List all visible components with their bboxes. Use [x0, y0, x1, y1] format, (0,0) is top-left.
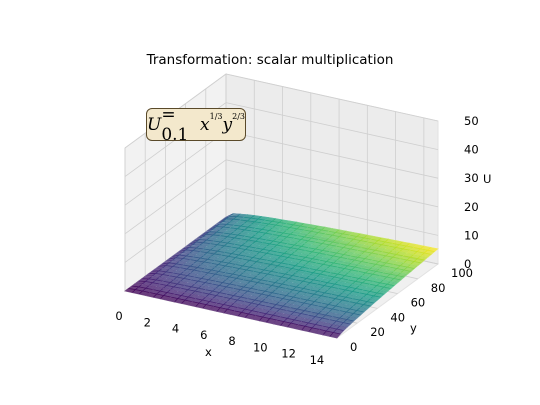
- z-tick-label: 20: [464, 200, 479, 214]
- surface-mesh-line: [215, 221, 428, 258]
- surface-mesh-line: [230, 228, 333, 315]
- formula-x: x: [200, 114, 210, 135]
- surface-mesh-line: [294, 240, 396, 329]
- x-tick-label: 10: [253, 340, 268, 354]
- surface-mesh-line: [145, 214, 248, 296]
- surface-mesh-line: [155, 268, 368, 310]
- y-tick-label: 20: [370, 325, 385, 339]
- surface-mesh-line: [185, 244, 398, 284]
- surface-mesh-line: [135, 283, 348, 328]
- surface-mesh-line: [251, 232, 354, 320]
- chart-title: Transformation: scalar multiplication: [146, 52, 394, 68]
- z-tick-label: 40: [464, 143, 479, 157]
- grid-z-left: [124, 188, 227, 263]
- formula-x-exponent: 1/3: [209, 112, 223, 121]
- z-axis-label: U: [483, 172, 491, 186]
- x-tick-label: 12: [281, 347, 296, 361]
- y-axis-label: y: [410, 321, 417, 335]
- grid-z-back: [225, 159, 439, 208]
- x-axis-label: x: [205, 345, 212, 359]
- y-tick-label: 60: [411, 296, 426, 310]
- formula-u: U: [147, 114, 162, 135]
- formula-annotation: U = 0.1 x 1/3 y 2/3: [146, 105, 246, 145]
- surface-mesh-line: [175, 252, 388, 292]
- x-tick-label: 0: [115, 309, 122, 323]
- grid-z-back: [225, 102, 439, 150]
- x-tick-label: 6: [200, 328, 207, 342]
- x-tick-label: 8: [228, 334, 235, 348]
- grid-z-left: [124, 130, 227, 206]
- x-tick-label: 2: [144, 315, 151, 329]
- surface-mesh-line: [145, 275, 358, 319]
- surface-mesh-line: [124, 216, 227, 292]
- surface-mesh-line: [167, 217, 269, 301]
- z-tick-label: 0: [464, 257, 471, 271]
- surface-mesh-line: [124, 290, 338, 339]
- formula-eq: = 0.1: [161, 104, 189, 145]
- z-tick-label: 50: [464, 114, 479, 128]
- y-tick-label: 0: [350, 340, 357, 354]
- surface-mesh-line: [225, 213, 439, 250]
- formula-y: y: [222, 114, 233, 135]
- y-tick-label: 100: [451, 266, 473, 280]
- formula-y-exponent: 2/3: [232, 112, 245, 121]
- z-tick-label: 30: [464, 171, 479, 185]
- surface-mesh-line: [165, 260, 378, 301]
- surface: [124, 213, 439, 339]
- surface-mesh-line: [336, 248, 439, 339]
- grid-z-back: [225, 188, 439, 236]
- x-tick-label: 4: [172, 322, 179, 336]
- y-tick-label: 80: [431, 281, 446, 295]
- surface-mesh-line: [188, 220, 290, 306]
- surface-mesh-line: [205, 228, 418, 266]
- grid-z-left: [124, 159, 227, 235]
- y-tick-label: 40: [390, 310, 405, 324]
- grid-z-back: [225, 130, 439, 179]
- z-tick-label: 10: [464, 228, 479, 242]
- x-tick-label: 14: [310, 353, 325, 367]
- surface-mesh-line: [195, 236, 408, 275]
- surface-mesh-line: [273, 236, 375, 325]
- surface-mesh-line: [209, 224, 311, 311]
- surface-mesh-line: [315, 244, 417, 334]
- surface-patch: [329, 332, 341, 339]
- grid-z-back: [225, 73, 439, 122]
